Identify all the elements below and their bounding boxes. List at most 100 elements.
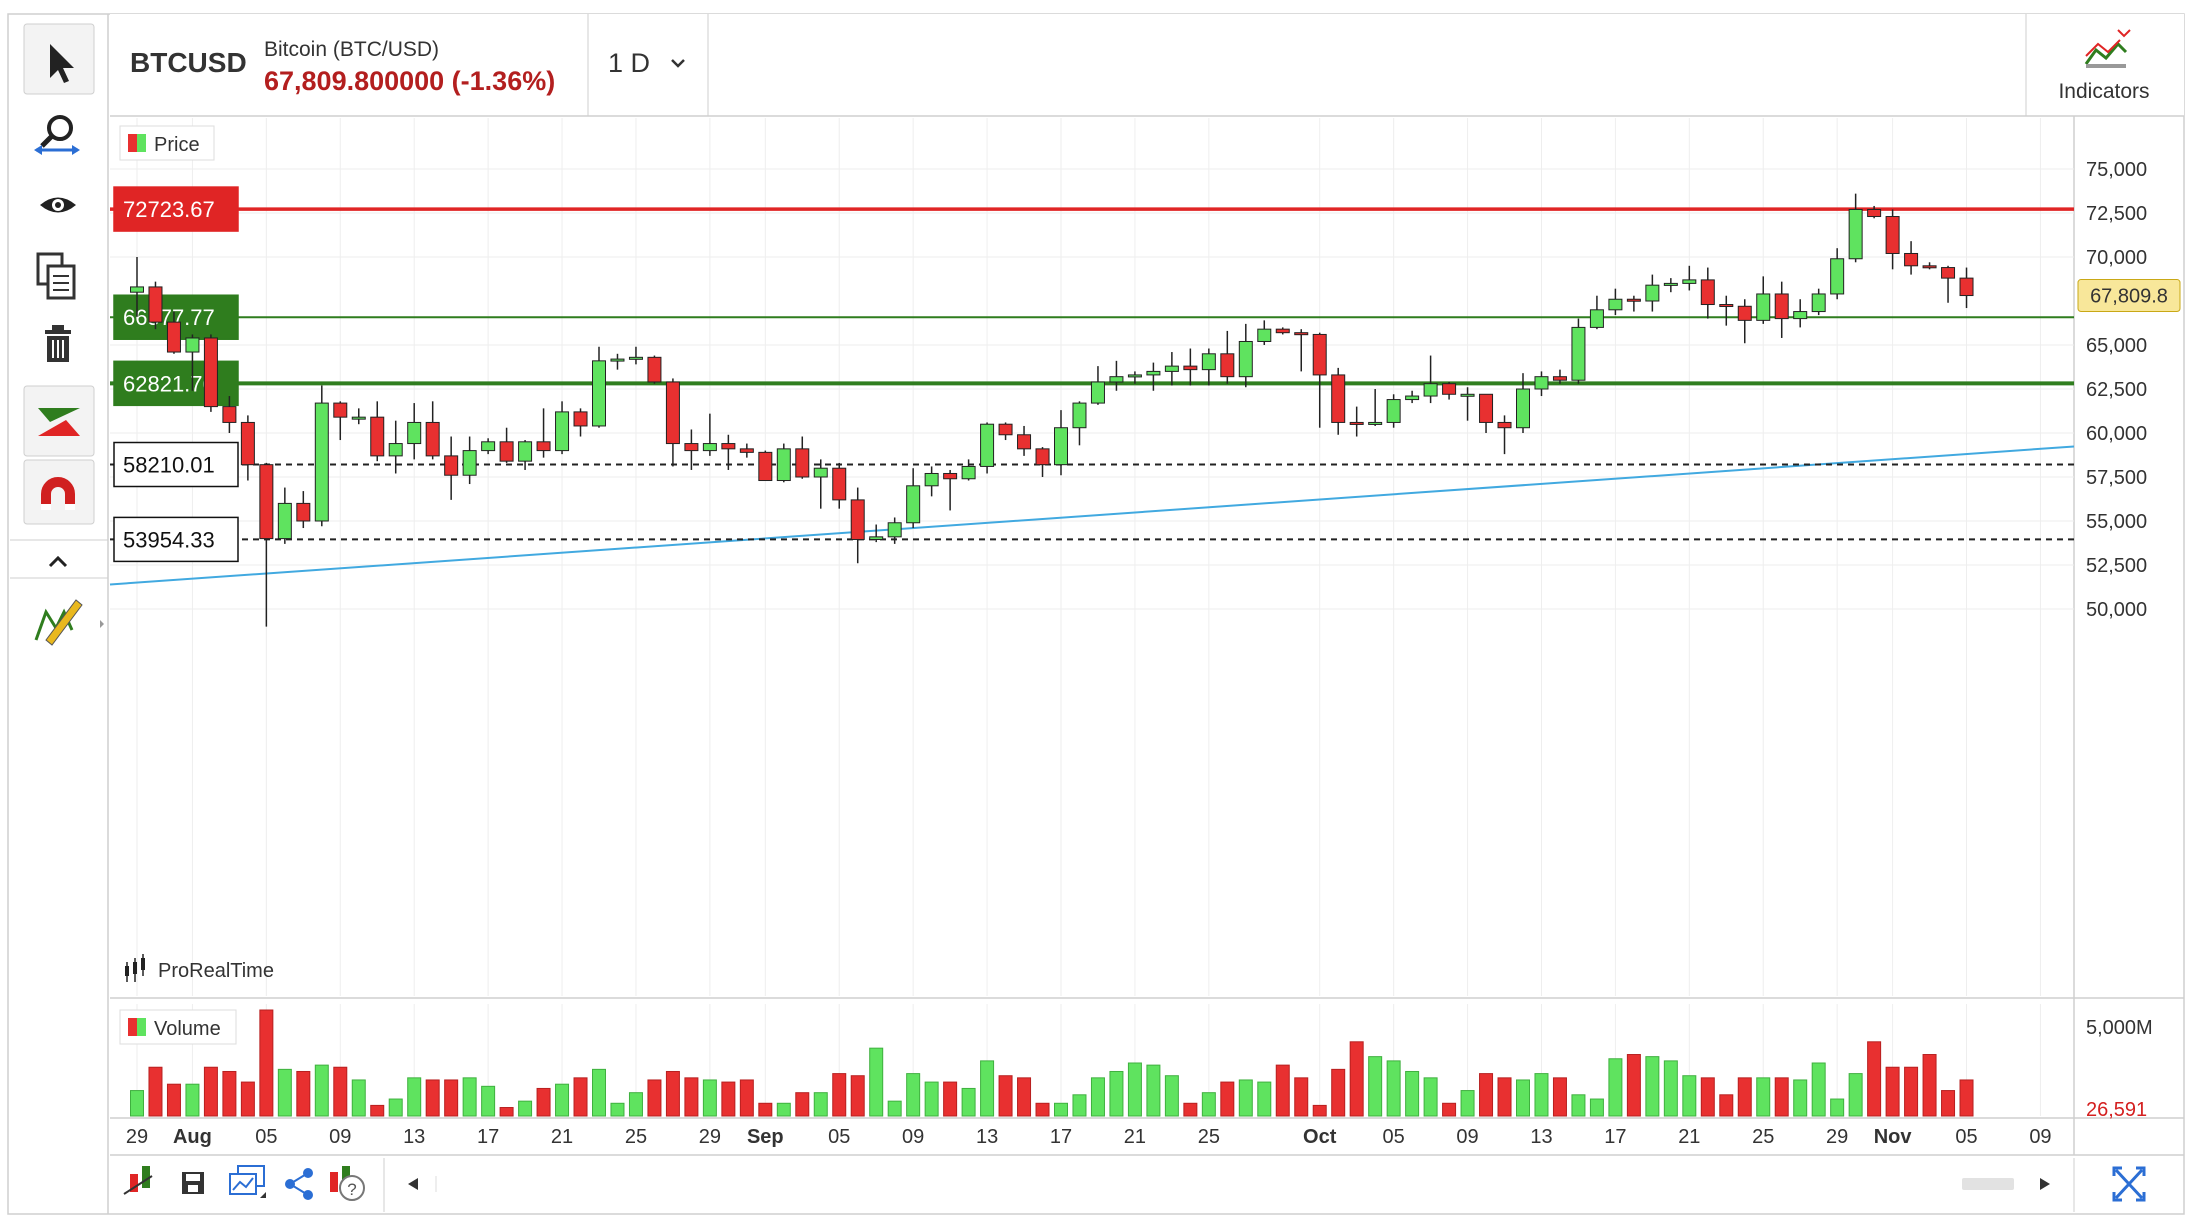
layouts-button[interactable] [229, 1165, 266, 1198]
timeframe-dropdown[interactable]: 1 D [608, 48, 685, 78]
candle-body [166, 321, 181, 353]
candle-up [887, 517, 902, 544]
candle-body [1867, 208, 1882, 218]
candle-down [1626, 295, 1641, 312]
grid-lines [110, 118, 2074, 996]
candle-up [1756, 276, 1771, 324]
candle-body [647, 356, 662, 383]
header-bar: BTCUSD Bitcoin (BTC/USD) 67,809.800000 (… [110, 14, 2184, 117]
candle-body [1164, 365, 1179, 372]
volume-bar [1497, 1077, 1512, 1117]
volume-bar [1201, 1092, 1216, 1117]
volume-legend[interactable]: Volume [119, 1009, 237, 1045]
candle-body [1072, 402, 1087, 429]
candle-down [1294, 329, 1309, 372]
candle-down [1700, 267, 1715, 319]
save-button[interactable] [182, 1172, 204, 1194]
volume-bar [296, 1070, 311, 1117]
candle-up [481, 438, 496, 455]
volume-bar [222, 1070, 237, 1117]
candle-body [628, 356, 643, 360]
candle-up [462, 436, 477, 485]
volume-bar [1645, 1056, 1660, 1117]
symbol-label[interactable]: BTCUSD [130, 47, 247, 78]
candle-body [1626, 298, 1641, 302]
copy-tool-button[interactable] [36, 252, 76, 300]
magnet-tool-button[interactable] [23, 459, 95, 525]
candle-body [1589, 309, 1604, 328]
trend-line-segment [109, 445, 2075, 586]
price-tick-label: 70,000 [2086, 247, 2147, 269]
time-tick-label: 25 [1752, 1126, 1774, 1148]
candle-body [592, 360, 606, 427]
scroll-left-button[interactable] [408, 1178, 418, 1190]
price-change: 67,809.800000 (-1.36%) [264, 66, 555, 96]
candle-body [1830, 258, 1845, 295]
zoom-tool-button[interactable] [34, 115, 80, 155]
trend-tool-button[interactable] [23, 385, 95, 457]
collapse-icon [48, 555, 68, 568]
candle-body [462, 450, 477, 476]
volume-bar [1072, 1094, 1087, 1117]
volume-bar [795, 1092, 810, 1117]
collapse-toolbar-button[interactable] [48, 555, 68, 568]
volume-bar [573, 1077, 588, 1117]
candle-body [130, 286, 144, 293]
current-price-tag: 67,809.8 [2077, 279, 2181, 313]
fullscreen-button[interactable] [2112, 1166, 2146, 1202]
drawing-tools-button[interactable] [34, 599, 104, 646]
candle-body [444, 455, 459, 476]
candle-up [277, 487, 292, 544]
volume-bar [721, 1081, 736, 1117]
time-tick-label: 13 [976, 1126, 998, 1148]
volume-bar [906, 1073, 921, 1117]
candle-up [1386, 394, 1401, 428]
price-tick-label: 75,000 [2086, 159, 2147, 181]
scrollbar-thumb[interactable] [1962, 1178, 2014, 1190]
left-toolbar [10, 14, 109, 1214]
price-tick-label: 72,500 [2086, 203, 2147, 225]
share-button[interactable] [285, 1168, 313, 1200]
candle-down [758, 450, 773, 482]
candle-body [1571, 326, 1586, 381]
chart-settings-button[interactable] [123, 1166, 153, 1195]
eye-icon [40, 197, 76, 213]
price-legend[interactable]: Price [119, 125, 215, 161]
alert-button[interactable]: ? [330, 1166, 365, 1201]
candle-body [1848, 208, 1863, 260]
candle-body [259, 464, 274, 540]
volume-bar [388, 1098, 403, 1117]
candle-up [1109, 360, 1124, 391]
volume-bar [148, 1066, 163, 1117]
svg-text:?: ? [347, 1180, 356, 1199]
indicators-icon [2084, 29, 2131, 68]
volume-bar [1552, 1077, 1567, 1117]
pointer-tool-button[interactable] [23, 23, 95, 95]
candle-up [1257, 320, 1272, 345]
candle-body [610, 358, 625, 362]
volume-bar [813, 1092, 828, 1117]
share-icon [285, 1168, 313, 1200]
layouts-icon [229, 1165, 266, 1198]
volume-bar [1811, 1062, 1826, 1117]
indicators-button[interactable]: Indicators [2058, 29, 2150, 103]
scroll-right-button[interactable] [2040, 1178, 2050, 1190]
candle-body [1220, 353, 1235, 378]
candle-down [1737, 299, 1752, 344]
candle-down [370, 401, 385, 462]
volume-bar [203, 1066, 218, 1117]
candle-up [610, 353, 625, 370]
current-volume-label: 26,591 [2086, 1099, 2147, 1121]
volume-bar [407, 1077, 422, 1117]
volume-bar [850, 1075, 865, 1117]
candle-down [1904, 241, 1919, 275]
visibility-tool-button[interactable] [40, 197, 76, 213]
delete-tool-button[interactable] [45, 325, 71, 362]
candle-body [1386, 399, 1401, 423]
candle-body [240, 421, 255, 466]
candle-body [1497, 421, 1512, 429]
volume-bar [1386, 1060, 1401, 1117]
candle-down [1275, 327, 1290, 335]
volume-bar [702, 1079, 717, 1117]
candle-up [185, 334, 200, 391]
